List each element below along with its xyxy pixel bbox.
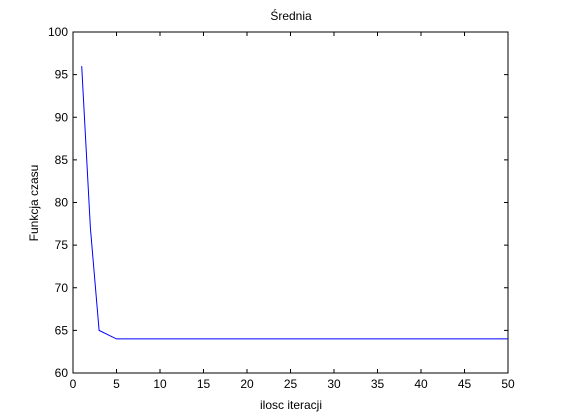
y-tick-label: 90 [55,110,69,124]
y-tick-label: 65 [55,323,69,337]
y-tick-label: 75 [55,238,69,252]
plot-area-frame [72,31,509,374]
ticks-layer: 0 5 10 15 20 25 30 35 40 45 50 60 65 70 75 80 85 90 95 100 [48,25,515,391]
x-tick-label: 0 [70,377,77,391]
y-tick-label: 60 [55,366,69,380]
chart-title: Średnia [270,8,312,23]
x-tick-label: 5 [113,377,120,391]
x-tick-label: 50 [501,377,515,391]
series-layer [81,66,508,340]
y-tick-label: 80 [55,196,69,210]
x-tick-label: 15 [197,377,211,391]
x-tick-label: 30 [327,377,341,391]
series-line [81,66,508,340]
x-axis-label: ilosc iteracji [260,398,322,412]
x-tick-label: 45 [458,377,472,391]
x-tick-label: 40 [414,377,428,391]
y-tick-label: 100 [48,25,68,39]
y-tick-label: 85 [55,153,69,167]
x-tick-label: 10 [153,377,167,391]
x-tick-label: 35 [371,377,385,391]
x-tick-label: 25 [284,377,298,391]
y-axis-label: Funkcja czasu [27,165,41,242]
y-tick-label: 70 [55,281,69,295]
y-tick-label: 95 [55,68,69,82]
x-tick-label: 20 [240,377,254,391]
